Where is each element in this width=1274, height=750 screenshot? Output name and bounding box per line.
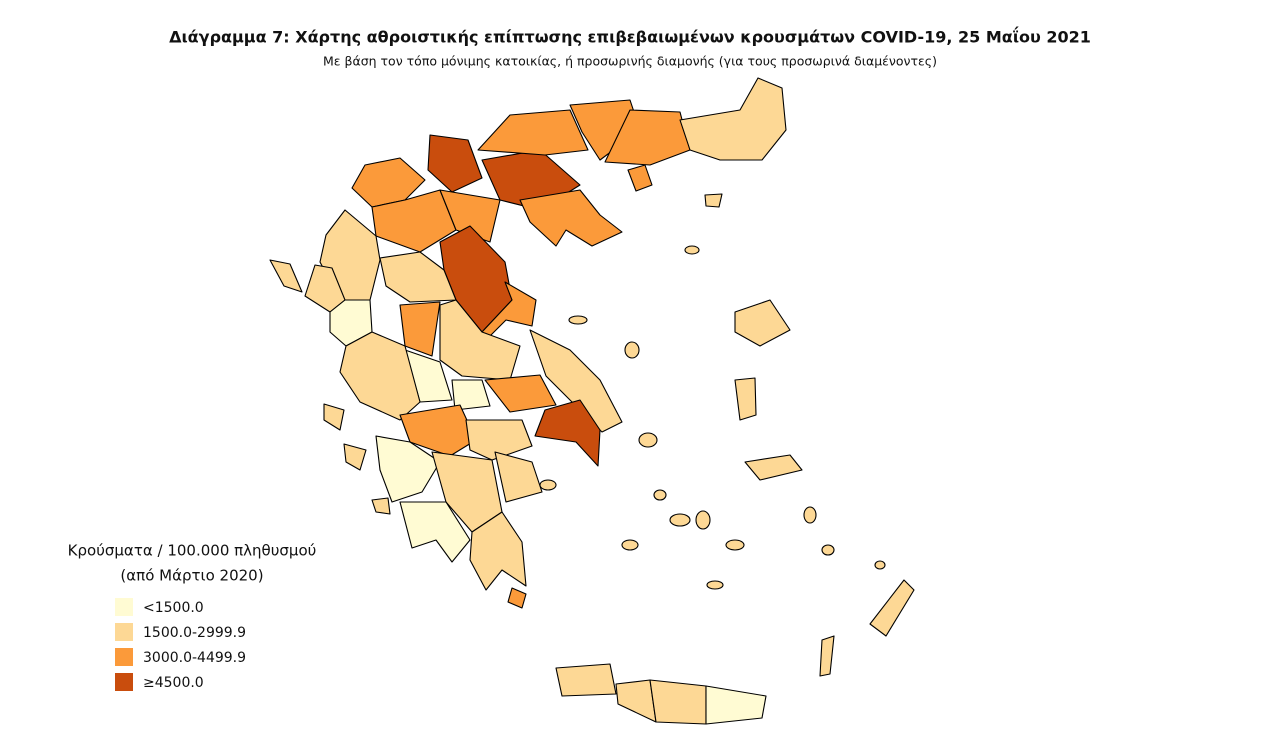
region <box>399 404 477 457</box>
legend-swatch <box>115 623 133 641</box>
region <box>469 511 527 591</box>
region <box>555 663 617 697</box>
region <box>669 513 691 527</box>
region <box>803 506 817 524</box>
region <box>529 329 623 433</box>
legend-label: 1500.0-2999.9 <box>143 625 246 641</box>
region <box>343 443 367 471</box>
subtitle: Με βάση τον τόπο μόνιμης κατοικίας, ή πρ… <box>323 54 937 69</box>
region <box>427 134 483 193</box>
greece-map <box>269 77 915 725</box>
region <box>507 587 527 609</box>
region <box>734 377 757 421</box>
region <box>706 580 724 590</box>
region <box>638 432 658 448</box>
region <box>481 281 537 337</box>
region <box>649 679 707 725</box>
region <box>269 259 303 293</box>
region <box>705 685 767 725</box>
region <box>451 379 491 411</box>
legend-title: (από Μάρτιο 2020) <box>120 567 263 585</box>
region <box>568 315 588 325</box>
region <box>869 579 915 637</box>
region <box>615 679 657 723</box>
region <box>653 489 667 501</box>
region <box>519 189 623 247</box>
region <box>539 479 557 491</box>
region <box>477 109 589 156</box>
region <box>624 341 640 359</box>
title: Διάγραμμα 7: Χάρτης αθροιστικής επίπτωση… <box>169 27 1091 47</box>
legend-swatch <box>115 648 133 666</box>
region <box>704 193 723 208</box>
region <box>679 77 787 161</box>
region <box>821 544 835 556</box>
region <box>684 245 700 255</box>
legend-label: <1500.0 <box>143 600 204 616</box>
region <box>819 635 835 677</box>
legend: <1500.0 1500.0-2999.9 3000.0-4499.9 ≥4500.0 <box>115 598 246 691</box>
legend-label: ≥4500.0 <box>143 675 204 691</box>
legend-label: 3000.0-4499.9 <box>143 650 246 666</box>
region <box>744 454 803 481</box>
region <box>627 164 653 192</box>
region <box>484 374 557 413</box>
legend-swatch <box>115 598 133 616</box>
region <box>339 331 421 421</box>
region <box>534 399 601 467</box>
region <box>494 451 543 503</box>
region <box>695 510 711 530</box>
region <box>399 301 441 357</box>
region <box>323 403 345 431</box>
region <box>874 560 886 570</box>
region <box>725 539 745 551</box>
region <box>465 419 533 461</box>
region <box>375 435 441 503</box>
region <box>734 299 791 347</box>
region <box>604 109 691 166</box>
legend-title: Κρούσματα / 100.000 πληθυσμού <box>68 542 317 560</box>
region <box>621 539 639 551</box>
region <box>399 501 471 563</box>
legend-swatch <box>115 673 133 691</box>
region <box>371 497 391 515</box>
region <box>439 299 521 381</box>
